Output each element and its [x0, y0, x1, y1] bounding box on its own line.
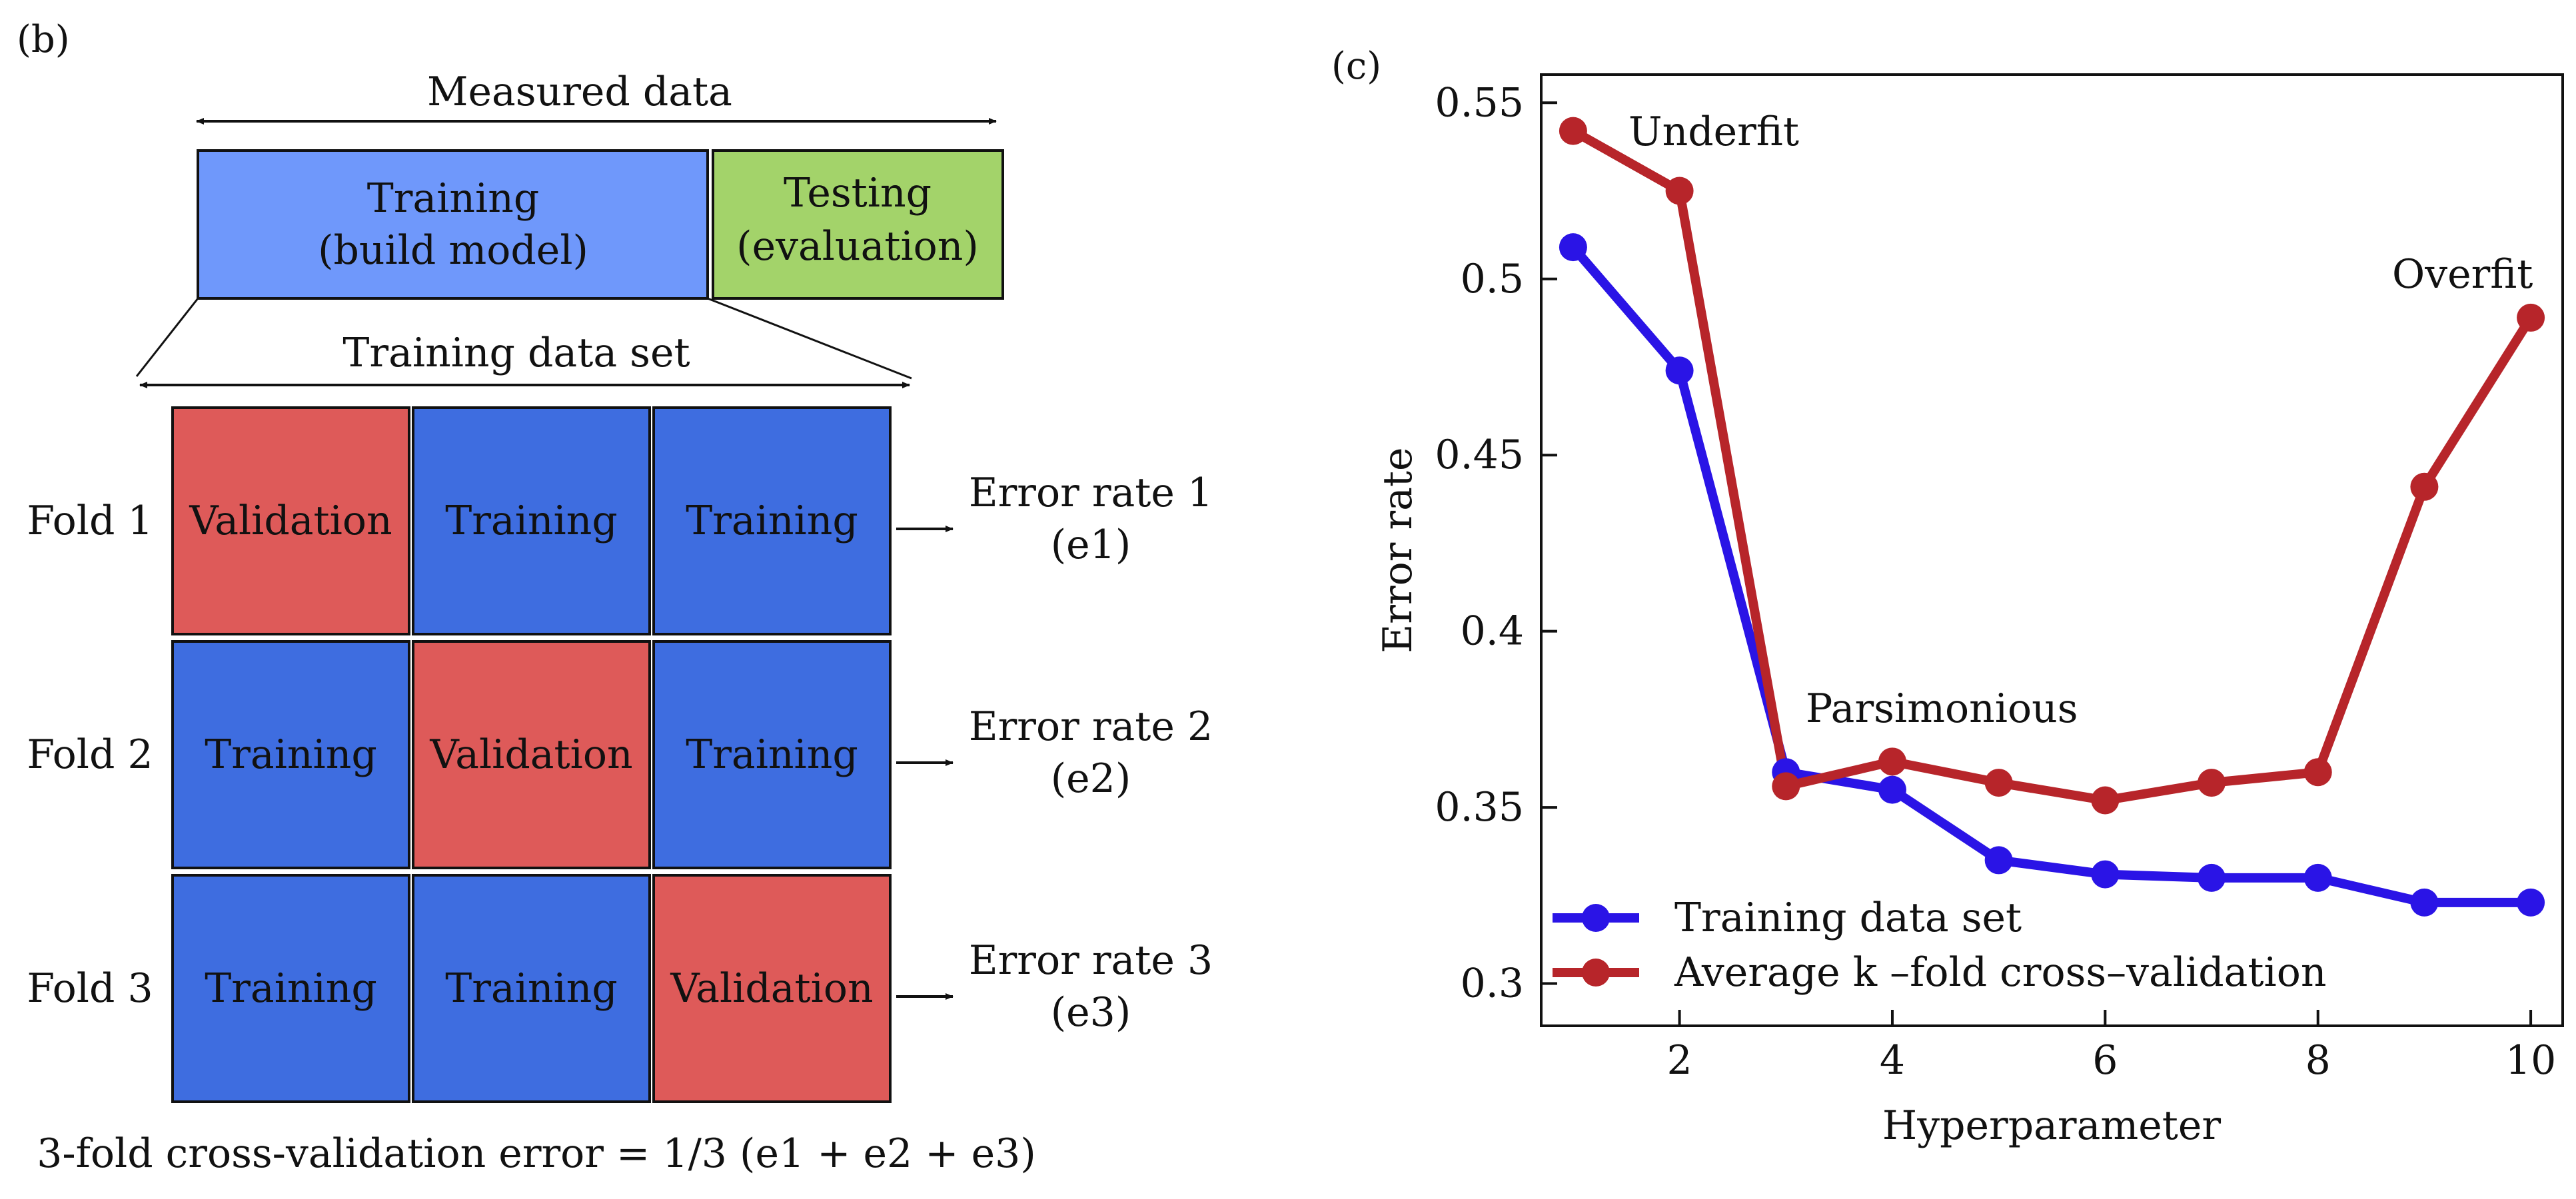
data-point-series-2: [1878, 747, 1906, 776]
panel-c: (c) 0.3 0.35 0.4 0.45 0.5 0.55 2 4 6 8 10 Error r…: [1331, 45, 2564, 1149]
data-point-series-2: [2198, 769, 2226, 797]
data-point-series-1: [2091, 860, 2120, 889]
training-cell: [412, 406, 651, 635]
error-rate-label: Error rate 2: [969, 703, 1213, 750]
data-point-series-1: [1559, 233, 1587, 262]
panel-b-label: (b): [17, 18, 70, 61]
fold-cell-label: Training: [445, 965, 618, 1012]
fold-label: Fold 2: [27, 731, 153, 778]
data-point-series-2: [2303, 758, 2332, 787]
training-cell: [652, 640, 892, 869]
training-box: [197, 149, 709, 300]
panel-b: (b) Measured data Training (build model)…: [17, 18, 1213, 1177]
fold-grid: Fold 1 Validation Training Training Error ra…: [27, 406, 1213, 1103]
fold-label: Fold 1: [27, 498, 153, 544]
x-tick-label: 2: [1667, 1037, 1692, 1084]
training-cell: [171, 874, 410, 1103]
data-point-series-2: [1772, 772, 1800, 801]
y-tick-label: 0.4: [1461, 608, 1524, 655]
validation-cell: [652, 874, 892, 1103]
data-point-series-2: [1665, 177, 1694, 205]
fold-cell-label: Training: [686, 498, 858, 544]
x-axis: 2 4 6 8 10: [1667, 1010, 2556, 1084]
annotation-underfit: Underfit: [1628, 109, 1799, 155]
data-point-series-1: [2198, 863, 2226, 892]
zoom-line-left: [135, 298, 199, 377]
testing-box-line1: Testing: [784, 170, 932, 216]
data-point-series-1: [1984, 846, 2013, 875]
plot-frame: [1540, 73, 2564, 1027]
data-point-series-2: [1559, 117, 1587, 145]
training-cell: [412, 874, 651, 1103]
fold-cell-label: Validation: [670, 965, 873, 1012]
error-rate-label: Error rate 1: [969, 470, 1213, 516]
error-rate-symbol: (e2): [1051, 755, 1131, 802]
y-axis: 0.3 0.35 0.4 0.45 0.5 0.55: [1435, 79, 1557, 1007]
panel-c-label: (c): [1331, 45, 1381, 88]
legend-marker: [1582, 959, 1610, 987]
training-cell: [171, 640, 410, 869]
series-line-1: [1569, 244, 2531, 907]
x-tick-label: 10: [2505, 1037, 2556, 1084]
measured-data-label: Measured data: [427, 69, 732, 115]
y-tick-label: 0.35: [1435, 784, 1524, 831]
data-point-series-2: [2091, 786, 2120, 815]
fold-cell-label: Training: [686, 731, 858, 778]
error-rate-symbol: (e3): [1051, 989, 1131, 1036]
legend-label: Training data set: [1674, 895, 2022, 941]
data-point-series-1: [1665, 356, 1694, 385]
y-tick-label: 0.55: [1435, 79, 1524, 126]
testing-box: [712, 149, 1004, 300]
testing-box-line2: (evaluation): [736, 223, 979, 270]
data-point-series-2: [2410, 472, 2439, 501]
y-axis-label: Error rate: [1375, 447, 1421, 653]
y-tick-label: 0.5: [1461, 256, 1524, 302]
training-box-line1: Training: [367, 175, 540, 222]
training-data-set-label: Training data set: [342, 330, 690, 376]
data-point-series-1: [1878, 775, 1906, 804]
validation-cell: [171, 406, 410, 635]
series-layer: [1559, 117, 2545, 917]
x-axis-label: Hyperparameter: [1882, 1102, 2221, 1149]
cv-formula: 3-fold cross-validation error = 1/3 (e1 …: [37, 1130, 1036, 1177]
zoom-line-right: [707, 297, 912, 380]
data-point-series-1: [2517, 888, 2545, 917]
fold-cell-label: Training: [205, 965, 377, 1012]
error-rate-symbol: (e1): [1051, 522, 1131, 568]
data-point-series-2: [2517, 303, 2545, 332]
error-rate-label: Error rate 3: [969, 937, 1213, 984]
data-point-series-1: [2303, 863, 2332, 892]
x-tick-label: 8: [2305, 1037, 2331, 1084]
data-point-series-2: [1984, 769, 2013, 797]
legend-label: Average k –fold cross–validation: [1674, 949, 2326, 996]
fold-cell-label: Validation: [429, 731, 632, 778]
validation-cell: [412, 640, 651, 869]
x-tick-label: 6: [2092, 1037, 2118, 1084]
series-line-2: [1571, 127, 2535, 805]
data-point-series-1: [2410, 888, 2439, 917]
legend-marker: [1582, 904, 1610, 932]
fold-label: Fold 3: [27, 965, 153, 1012]
training-cell: [652, 406, 892, 635]
annotation-parsimonious: Parsimonious: [1806, 685, 2078, 732]
fold-cell-label: Training: [445, 498, 618, 544]
fold-cell-label: Training: [205, 731, 377, 778]
y-tick-label: 0.45: [1435, 432, 1524, 478]
legend: Training data set Average k –fold cross–v…: [1553, 895, 2326, 996]
fold-cell-label: Validation: [189, 498, 392, 544]
training-box-line2: (build model): [318, 227, 588, 274]
y-tick-label: 0.3: [1461, 961, 1524, 1007]
annotation-overfit: Overfit: [2392, 251, 2533, 298]
x-tick-label: 4: [1880, 1037, 1905, 1084]
